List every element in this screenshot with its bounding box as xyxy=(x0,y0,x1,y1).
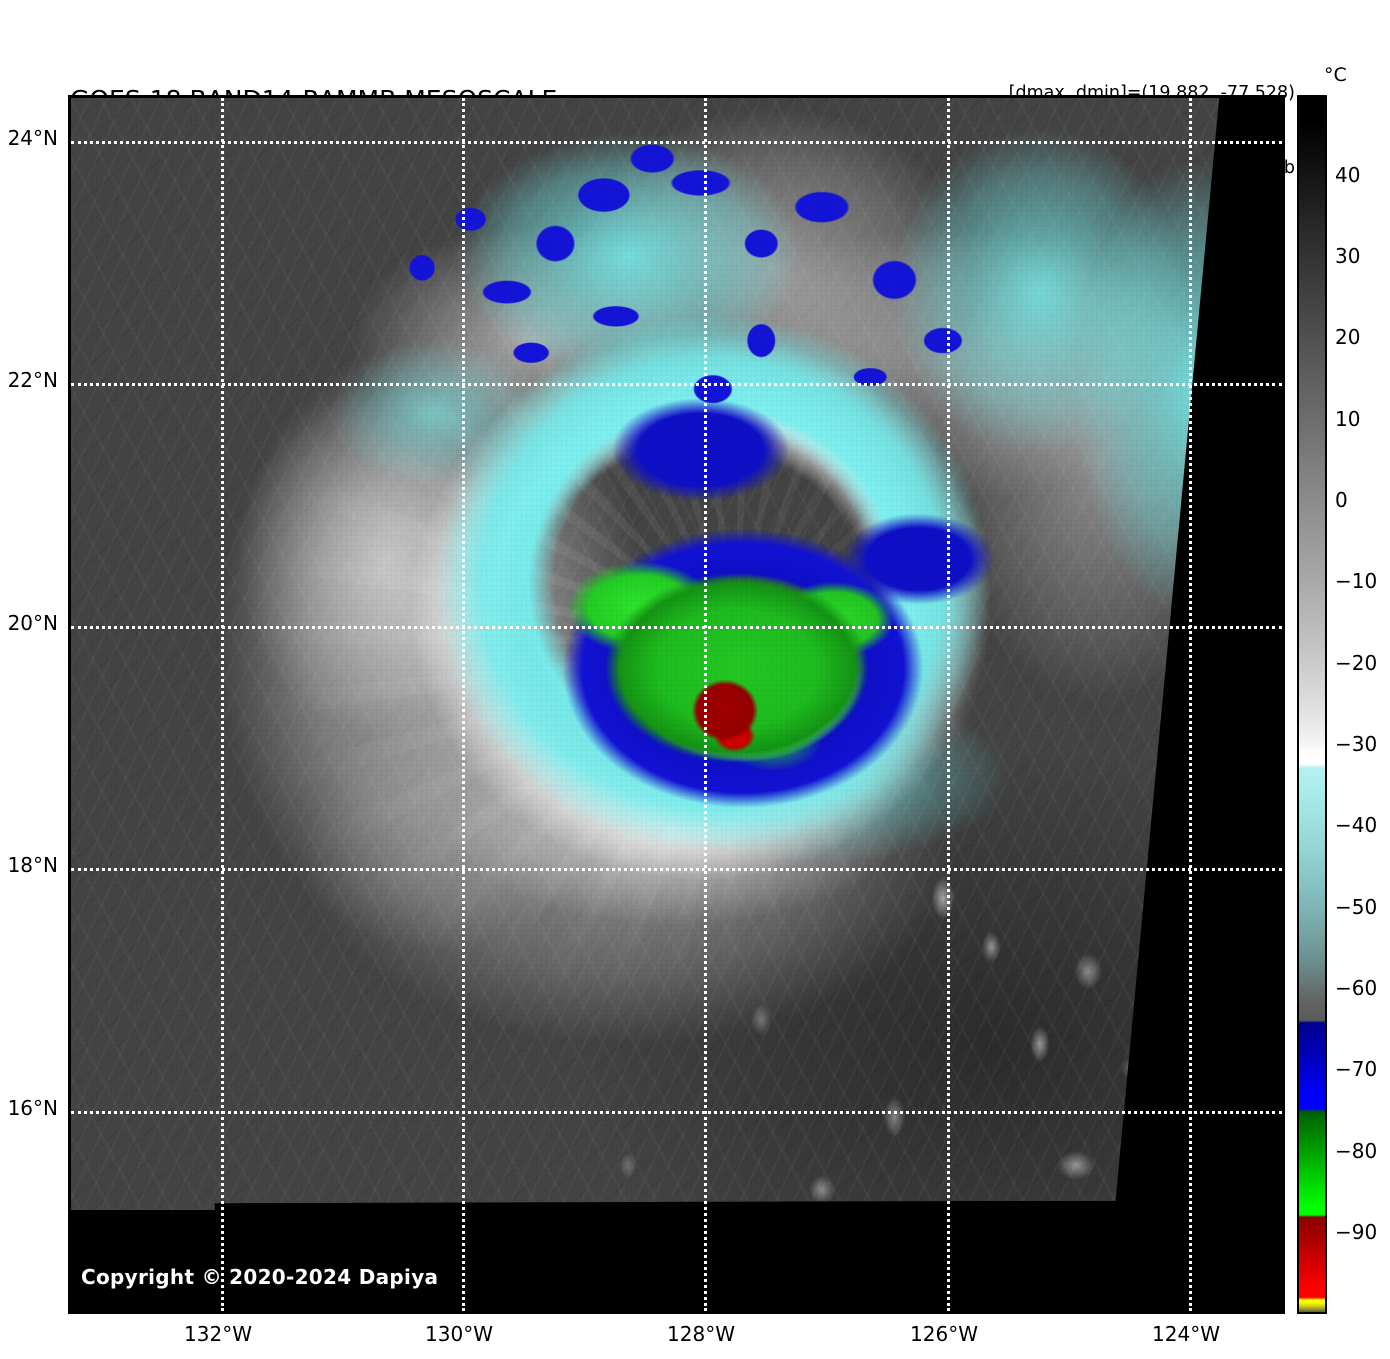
gridline-lon-126 xyxy=(947,98,950,1311)
colorbar-gradient xyxy=(1299,97,1325,1312)
colorbar-tick-10: 10 xyxy=(1335,407,1361,431)
colorbar-tick-m50: −50 xyxy=(1335,895,1378,919)
copyright-notice: Copyright © 2020-2024 Dapiya xyxy=(81,1265,439,1289)
colorbar-tick-m70: −70 xyxy=(1335,1057,1378,1081)
gridline-lat-16 xyxy=(71,1111,1282,1114)
raster-pixel-texture xyxy=(71,98,1282,1311)
colorbar-tick-m80: −80 xyxy=(1335,1139,1378,1163)
lon-tick-126w: 126°W xyxy=(910,1322,978,1346)
lat-tick-20n: 20°N xyxy=(7,611,58,635)
gridline-lon-130 xyxy=(462,98,465,1311)
gridline-lat-20 xyxy=(71,626,1282,629)
temperature-colorbar[interactable] xyxy=(1297,95,1327,1314)
colorbar-tick-m60: −60 xyxy=(1335,976,1378,1000)
gridline-lat-22 xyxy=(71,383,1282,386)
gridline-lat-24 xyxy=(71,141,1282,144)
lon-tick-130w: 130°W xyxy=(425,1322,493,1346)
red-coldest-core-layer xyxy=(71,98,1282,1311)
colorbar-tick-m90: −90 xyxy=(1335,1220,1378,1244)
scan-edge-bottom-nodata xyxy=(71,1201,1282,1311)
lat-tick-22n: 22°N xyxy=(7,368,58,392)
colorbar-tick-m30: −30 xyxy=(1335,732,1378,756)
colorbar-tick-m20: −20 xyxy=(1335,651,1378,675)
lat-tick-18n: 18°N xyxy=(7,853,58,877)
colorbar-tick-40: 40 xyxy=(1335,163,1361,187)
lon-tick-128w: 128°W xyxy=(667,1322,735,1346)
colorbar-tick-20: 20 xyxy=(1335,325,1361,349)
colorbar-tick-m10: −10 xyxy=(1335,569,1378,593)
lat-tick-24n: 24°N xyxy=(7,126,58,150)
gridline-lat-18 xyxy=(71,868,1282,871)
satellite-image-plot[interactable]: Copyright © 2020-2024 Dapiya xyxy=(68,95,1285,1314)
lon-tick-124w: 124°W xyxy=(1152,1322,1220,1346)
lat-tick-16n: 16°N xyxy=(7,1096,58,1120)
gridline-lon-132 xyxy=(221,98,224,1311)
colorbar-tick-30: 30 xyxy=(1335,244,1361,268)
lon-tick-132w: 132°W xyxy=(184,1322,252,1346)
colorbar-tick-m40: −40 xyxy=(1335,813,1378,837)
colorbar-tick-0: 0 xyxy=(1335,488,1348,512)
plot-canvas: Copyright © 2020-2024 Dapiya xyxy=(71,98,1282,1311)
colorbar-unit-label: °C xyxy=(1324,64,1347,86)
gridline-lon-124 xyxy=(1189,98,1192,1311)
gridline-lon-128 xyxy=(704,98,707,1311)
